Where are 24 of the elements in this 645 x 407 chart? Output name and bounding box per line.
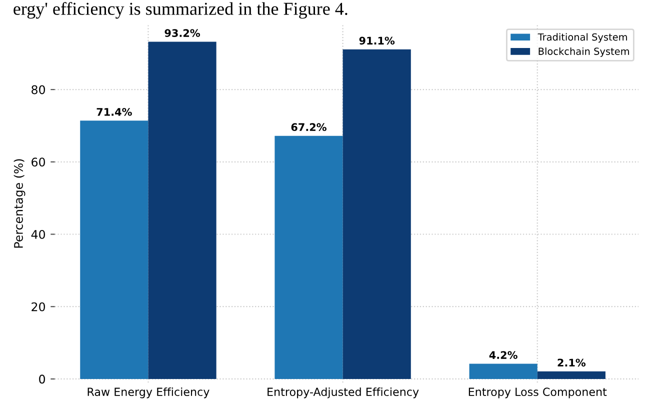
bar [469,364,538,379]
y-tick-label: 40 [31,230,46,239]
x-tick-label: Raw Energy Efficiency [88,387,210,398]
y-tick-label: 60 [32,158,46,167]
x-tick-label: Entropy-Adjusted Efficiency [268,387,419,398]
legend-label: Traditional System [538,33,627,43]
bar [342,49,411,379]
data-label: 2.1% [558,358,586,367]
y-tick-label: 0 [39,374,46,384]
y-tick-label: 80 [32,85,46,94]
legend-label: Blockchain System [538,47,629,57]
data-label: 91.1% [359,36,395,45]
data-label: 67.2% [291,123,326,132]
x-tick-label: Entropy Loss Component [468,388,607,398]
data-label: 71.4% [96,108,132,116]
bar [274,136,343,379]
text: ergy' efficiency is summarized in the Figure 4. [14,2,348,19]
y-axis-title: Percentage (%) [14,159,26,248]
data-label: 93.2% [164,29,200,37]
bar [537,371,606,379]
data-label: 4.2% [489,351,518,359]
bar [148,42,216,379]
y-tick-label: 20 [32,302,46,312]
bar [80,120,148,379]
